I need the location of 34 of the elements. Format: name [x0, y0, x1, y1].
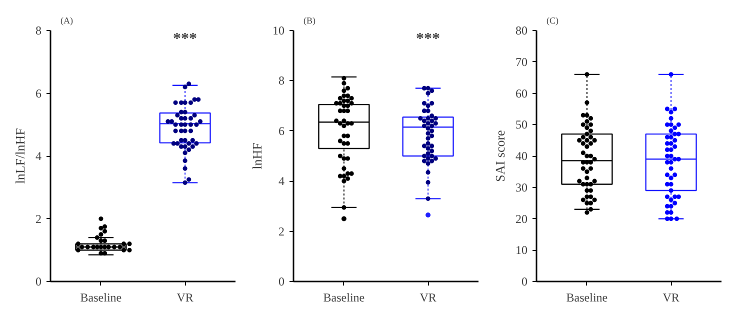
x-tick-label: Baseline — [323, 290, 365, 304]
y-tick-label: 4 — [278, 174, 284, 188]
y-tick-label: 30 — [516, 180, 528, 194]
y-tick-label: 50 — [516, 118, 528, 132]
x-tick-label: Baseline — [566, 290, 608, 304]
y-tick-label: 0 — [278, 274, 284, 288]
y-axis-title: lnLF/lnHF — [12, 128, 28, 184]
y-tick-label: 6 — [36, 86, 42, 100]
chart-title: (C) — [546, 16, 558, 26]
y-tick-label: 0 — [522, 274, 528, 288]
y-tick-label: 40 — [516, 149, 528, 163]
chart-title: (A) — [60, 16, 73, 26]
y-tick-label: 8 — [278, 74, 284, 88]
y-tick-label: 2 — [36, 212, 42, 226]
y-tick-label: 4 — [36, 149, 42, 163]
y-tick-label: 80 — [516, 24, 528, 38]
y-axis-title: SAI score — [492, 130, 508, 182]
annotation: *** — [173, 30, 198, 48]
chart-title: (B) — [304, 16, 316, 26]
y-tick-label: 60 — [516, 86, 528, 100]
y-tick-label: 20 — [516, 212, 528, 226]
y-tick-label: 10 — [272, 24, 284, 38]
annotation: *** — [416, 30, 440, 48]
y-tick-label: 70 — [516, 54, 528, 69]
y-axis-title: lnHF — [250, 142, 264, 170]
y-tick-label: 8 — [36, 24, 42, 38]
x-tick-label: VR — [176, 290, 194, 304]
y-tick-label: 10 — [516, 243, 528, 258]
y-tick-label: 6 — [278, 124, 284, 138]
x-tick-label: Baseline — [80, 290, 122, 304]
x-tick-label: VR — [662, 290, 680, 304]
y-tick-label: 2 — [278, 224, 284, 238]
y-tick-label: 0 — [36, 274, 42, 288]
x-tick-label: VR — [420, 290, 436, 304]
